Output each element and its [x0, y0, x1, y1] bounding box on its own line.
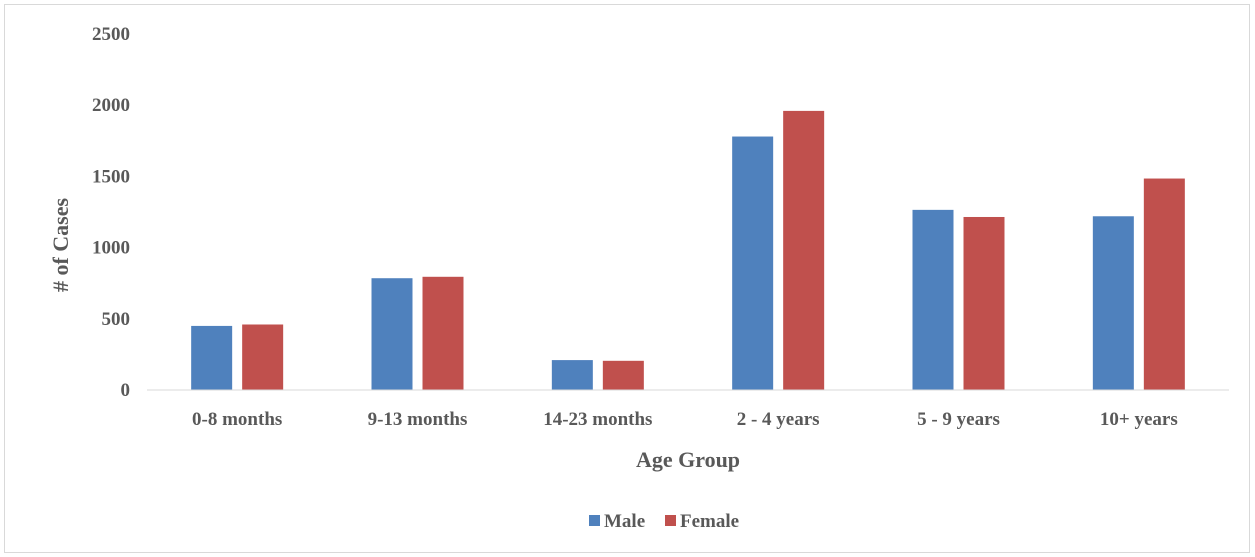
bar-female-0: [242, 324, 284, 390]
y-tick-label: 2500: [92, 24, 130, 45]
y-axis-title: # of Cases: [48, 198, 73, 293]
bar-female-3: [783, 110, 825, 391]
legend-swatch-female: [665, 515, 676, 526]
x-axis-ticks: 0-8 months 9-13 months 14-23 months 2 - 4 y…: [192, 409, 1178, 430]
bar-male-3: [732, 136, 774, 390]
legend: Male Female: [589, 511, 739, 532]
bars: [191, 110, 1185, 391]
bar-female-2: [602, 360, 644, 390]
x-axis-title: Age Group: [636, 447, 740, 472]
bar-male-2: [551, 360, 593, 390]
x-tick-label: 10+ years: [1100, 409, 1178, 430]
bar-male-1: [371, 278, 413, 390]
x-tick-label: 5 - 9 years: [917, 409, 1000, 430]
y-tick-label: 1000: [92, 238, 130, 259]
legend-label-female: Female: [680, 511, 739, 532]
bar-female-4: [963, 216, 1005, 390]
bar-female-1: [422, 276, 464, 390]
chart-frame: [4, 4, 1250, 553]
y-tick-label: 1500: [92, 166, 130, 187]
x-tick-label: 2 - 4 years: [737, 409, 820, 430]
legend-label-male: Male: [604, 511, 645, 532]
bar-female-5: [1143, 178, 1185, 390]
x-tick-label: 14-23 months: [543, 409, 652, 430]
y-tick-label: 0: [121, 380, 131, 401]
bar-male-4: [912, 209, 954, 390]
bar-male-5: [1092, 216, 1134, 390]
x-tick-label: 9-13 months: [368, 409, 468, 430]
y-tick-label: 500: [102, 309, 131, 330]
legend-swatch-male: [589, 515, 600, 526]
y-axis-ticks: 0 500 1000 1500 2000 2500: [92, 24, 130, 401]
x-tick-label: 0-8 months: [192, 409, 282, 430]
bar-male-0: [191, 325, 233, 390]
y-tick-label: 2000: [92, 95, 130, 116]
